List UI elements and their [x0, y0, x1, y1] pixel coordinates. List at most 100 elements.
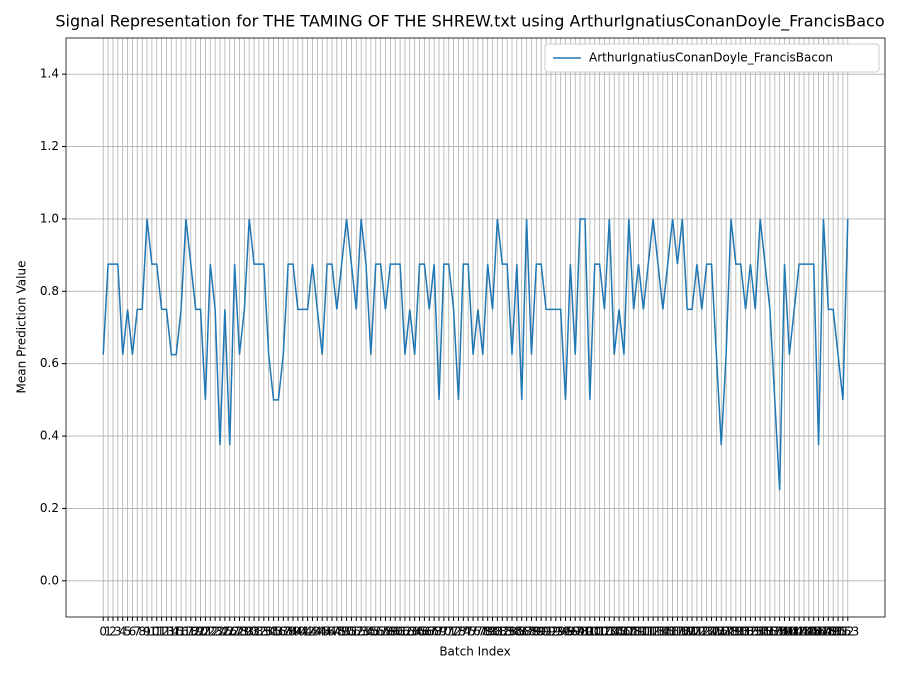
x-tick-label: 31	[246, 625, 261, 639]
x-tick-label: 109	[622, 625, 645, 639]
x-tick-label: 91	[538, 625, 553, 639]
x-tick-label: 96	[563, 625, 578, 639]
y-tick-label: 0.2	[40, 501, 59, 515]
x-tick-label: 97	[568, 625, 583, 639]
x-tick-label: 6	[129, 625, 137, 639]
x-tick-label: 105	[603, 625, 626, 639]
x-axis-label: Batch Index	[439, 645, 510, 659]
y-tick-label: 1.2	[40, 139, 59, 153]
x-tick-label: 11	[149, 625, 164, 639]
x-tick-label: 32	[251, 625, 266, 639]
x-tick-label: 117	[661, 625, 684, 639]
x-tick-label: 123	[690, 625, 713, 639]
x-tick-label: 147	[807, 625, 830, 639]
x-tick-label: 82	[495, 625, 510, 639]
x-tick-label: 64	[407, 625, 422, 639]
x-tick-label: 124	[695, 625, 718, 639]
x-tick-label: 59	[383, 625, 398, 639]
x-tick-label: 46	[319, 625, 334, 639]
x-tick-label: 9	[143, 625, 151, 639]
x-tick-label: 134	[744, 625, 767, 639]
x-tick-label: 23	[208, 625, 223, 639]
x-tick-label: 81	[490, 625, 505, 639]
x-tick-label: 69	[431, 625, 446, 639]
x-tick-label: 67	[422, 625, 437, 639]
x-tick-label: 49	[334, 625, 349, 639]
x-tick-label: 37	[276, 625, 291, 639]
legend-label: ArthurIgnatiusConanDoyle_FrancisBacon	[589, 51, 833, 65]
x-tick-label: 120	[676, 625, 699, 639]
x-tick-label: 99	[577, 625, 592, 639]
x-tick-label: 58	[378, 625, 393, 639]
x-tick-label: 107	[612, 625, 635, 639]
x-tick-label: 100	[578, 625, 601, 639]
x-tick-label: 61	[392, 625, 407, 639]
x-tick-label: 121	[681, 625, 704, 639]
x-tick-label: 139	[768, 625, 791, 639]
x-tick-label: 35	[266, 625, 281, 639]
x-tick-label: 52	[349, 625, 364, 639]
x-tick-label: 93	[548, 625, 563, 639]
x-tick-label: 145	[797, 625, 820, 639]
x-tick-label: 19	[188, 625, 203, 639]
x-tick-label: 1	[104, 625, 112, 639]
x-tick-label: 10	[144, 625, 159, 639]
x-tick-label: 113	[642, 625, 665, 639]
x-tick-label: 112	[637, 625, 660, 639]
x-tick-label: 71	[441, 625, 456, 639]
x-tick-label: 72	[446, 625, 461, 639]
x-tick-label: 21	[198, 625, 213, 639]
y-tick-label: 0.0	[40, 573, 59, 587]
x-tick-label: 30	[242, 625, 257, 639]
x-tick-label: 85	[509, 625, 524, 639]
x-tick-label: 87	[519, 625, 534, 639]
x-tick-label: 114	[647, 625, 670, 639]
x-tick-label: 17	[178, 625, 193, 639]
x-tick-label: 12	[154, 625, 169, 639]
x-tick-label: 16	[173, 625, 188, 639]
x-tick-label: 45	[315, 625, 330, 639]
x-tick-label: 132	[734, 625, 757, 639]
x-tick-label: 55	[363, 625, 378, 639]
chart-title: Signal Representation for THE TAMING OF …	[55, 12, 884, 32]
x-tick-label: 137	[758, 625, 781, 639]
x-tick-label: 94	[553, 625, 568, 639]
x-tick-label: 131	[729, 625, 752, 639]
x-tick-label: 18	[183, 625, 198, 639]
x-tick-label: 98	[572, 625, 587, 639]
x-tick-label: 34	[261, 625, 276, 639]
x-tick-label: 144	[793, 625, 816, 639]
x-tick-label: 2	[109, 625, 117, 639]
x-tick-label: 149	[817, 625, 840, 639]
x-tick-label: 56	[368, 625, 383, 639]
x-tick-label: 111	[632, 625, 655, 639]
x-tick-label: 48	[329, 625, 344, 639]
x-tick-label: 70	[436, 625, 451, 639]
x-tick-label: 73	[451, 625, 466, 639]
x-tick-label: 50	[339, 625, 354, 639]
x-tick-label: 153	[836, 625, 859, 639]
y-axis-label: Mean Prediction Value	[15, 261, 29, 394]
x-tick-label: 29	[237, 625, 252, 639]
x-tick-label: 110	[627, 625, 650, 639]
x-tick-label: 62	[397, 625, 412, 639]
x-tick-label: 42	[300, 625, 315, 639]
x-tick-label: 135	[749, 625, 772, 639]
x-tick-label: 63	[402, 625, 417, 639]
x-tick-label: 106	[608, 625, 631, 639]
x-tick-label: 103	[593, 625, 616, 639]
x-tick-label: 8	[138, 625, 146, 639]
x-tick-label: 101	[583, 625, 606, 639]
x-tick-label: 83	[499, 625, 514, 639]
x-tick-label: 130	[724, 625, 747, 639]
x-tick-label: 140	[773, 625, 796, 639]
x-tick-label: 95	[558, 625, 573, 639]
x-tick-label: 36	[271, 625, 286, 639]
x-tick-label: 76	[465, 625, 480, 639]
x-tick-label: 43	[305, 625, 320, 639]
x-tick-label: 44	[310, 625, 325, 639]
x-tick-label: 4	[119, 625, 127, 639]
x-tick-label: 119	[671, 625, 694, 639]
y-tick-label: 1.4	[40, 67, 59, 81]
